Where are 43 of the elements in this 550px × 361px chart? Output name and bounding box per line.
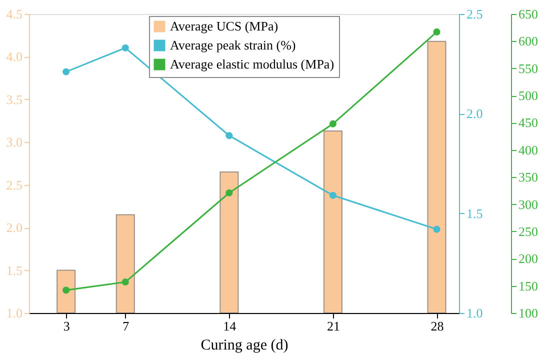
y3-tick-label: 200: [518, 251, 538, 266]
point: [329, 192, 336, 199]
x-tick-label: 3: [63, 318, 70, 334]
y-tick-label: 1.5: [6, 262, 22, 278]
y-tick-label: 2.0: [6, 220, 22, 236]
x-tick-label: 21: [326, 318, 340, 334]
point: [122, 44, 129, 52]
y3-tick-label: 250: [518, 224, 538, 239]
point: [433, 226, 440, 233]
y3-tick-label: 450: [518, 115, 538, 130]
point: [433, 28, 440, 36]
legend-label: Average elastic modulus (MPa): [170, 56, 334, 72]
y-tick-label: 1.0: [6, 306, 22, 320]
y-tick-label: 2.5: [6, 177, 22, 192]
y3-tick-label: 100: [518, 306, 538, 320]
y3-tick-label: 150: [518, 278, 538, 294]
point: [62, 286, 70, 294]
legend-label: Average peak strain (%): [170, 38, 296, 52]
point: [226, 132, 233, 140]
y-tick-label: 3.5: [6, 92, 22, 107]
y3-tick-label: 650: [518, 6, 538, 22]
y-tick-label: 4.5: [6, 6, 22, 22]
y2-tick-label: 1.5: [466, 206, 483, 221]
y3-tick-label: 300: [518, 196, 538, 212]
y2-tick-label: 2.5: [466, 6, 483, 22]
x-tick-label: 7: [122, 318, 130, 334]
y2-tick-label: 1.0: [466, 306, 483, 320]
legend-label: Average UCS (MPa): [170, 18, 278, 34]
y3-tick-label: 500: [518, 88, 538, 104]
point: [329, 120, 336, 128]
point: [62, 68, 70, 76]
y2-tick-label: 2.0: [466, 106, 483, 122]
y3-tick-label: 550: [518, 60, 538, 76]
y-tick-label: 3.0: [6, 134, 22, 150]
y3-tick-label: 350: [518, 170, 538, 185]
x-tick-label: 14: [223, 318, 237, 334]
y-tick-label: 4.0: [6, 49, 22, 64]
x-tick-label: 28: [430, 318, 444, 334]
y3-tick-label: 400: [518, 142, 538, 158]
y3-tick-label: 600: [518, 34, 538, 49]
point: [226, 189, 233, 196]
x-axis-title: Curing age (d): [200, 338, 288, 354]
point: [122, 278, 129, 286]
